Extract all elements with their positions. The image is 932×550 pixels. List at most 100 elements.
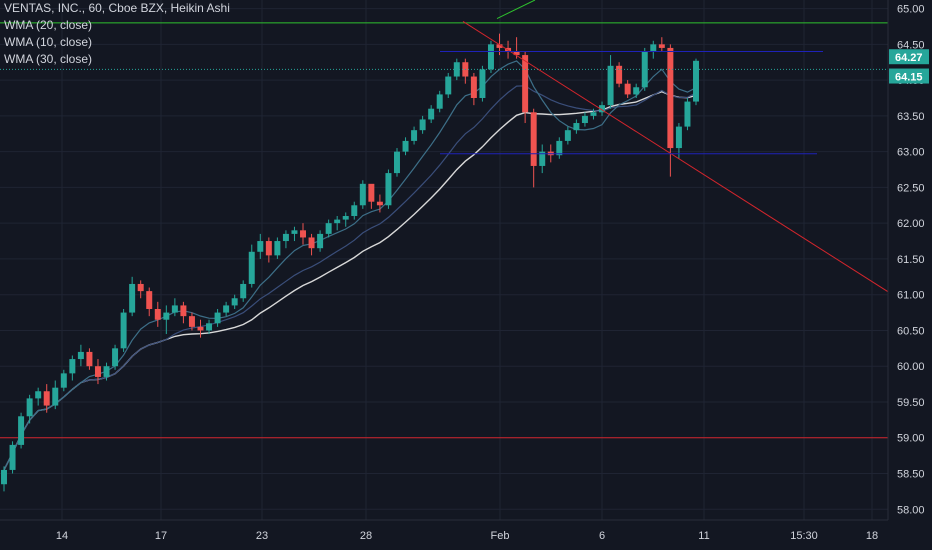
candle-body [77,351,84,360]
candle-body [368,183,375,202]
time-tick-label: 18 [866,530,878,542]
candle-body [573,123,580,131]
candle-body [1,469,7,485]
time-tick-label: 15:30 [790,530,818,542]
candle-body [658,44,665,48]
candle-body [513,51,520,56]
candle-body [171,305,178,313]
candle-body [419,119,426,131]
candle-body [163,312,170,320]
candle-body [248,251,255,284]
candle-body [137,283,144,292]
price-tag-upper-bg [889,49,929,65]
price-tags: 64.27 64.15 [889,49,929,84]
candle-body [265,241,272,256]
price-tick-label: 59.50 [897,397,925,409]
candle-body [317,233,324,249]
candle-body [188,316,195,327]
chart-legend: VENTAS, INC., 60, Cboe BZX, Heikin Ashi … [4,0,230,68]
green-arrow-line [496,0,536,20]
candle-body [129,283,136,313]
price-tag-lower: 64.15 [895,72,923,84]
wma30-label[interactable]: WMA (30, close) [4,52,93,66]
overlay-lines [0,0,932,321]
candle-body [522,55,529,113]
candle-body [693,60,699,102]
time-tick-label: 28 [360,530,372,542]
candle-body [291,230,298,234]
candle-body [530,112,537,166]
candle-body [240,283,247,299]
candle-body [206,323,213,331]
candle-body [393,151,400,174]
candle-body [9,444,16,470]
price-axis-bg [888,0,932,550]
candle-body [325,223,332,234]
symbol-title[interactable]: VENTAS, INC., 60, Cboe BZX, Heikin Ashi [4,1,230,15]
candle-body [564,130,571,141]
candle-body [334,219,341,224]
horizontal-lines [0,22,888,439]
candle-body [94,366,101,377]
candle-body [180,305,187,317]
candle-body [445,76,452,95]
candle-body [428,108,435,120]
candle-body [112,348,119,367]
candle-body [402,140,409,152]
candle-body [641,51,648,88]
price-tick-label: 61.00 [897,290,925,302]
candle-body [300,230,307,238]
candle-body [684,101,691,127]
price-tick-label: 60.00 [897,361,925,373]
time-tick-label: 6 [599,530,605,542]
candle-body [103,366,110,377]
price-tick-label: 59.00 [897,433,925,445]
time-tick-label: 14 [56,530,68,542]
price-tick-label: 62.00 [897,218,925,230]
candle-body [667,47,674,149]
price-tick-label: 58.50 [897,469,925,481]
candle-body [616,65,623,84]
time-tick-label: 11 [698,530,709,542]
candle-body [496,44,503,48]
candle-body [214,312,221,324]
candle-body [308,237,315,249]
wma10-line [3,60,697,471]
candle-body [487,44,494,70]
time-tick-label: Feb [491,530,510,542]
candle-body [624,83,631,95]
candle-body [607,65,614,106]
wma20-label[interactable]: WMA (20, close) [4,18,93,32]
price-tick-label: 65.00 [897,4,925,16]
time-tick-label: 17 [155,530,167,542]
time-axis[interactable]: 14 17 23 28 Feb 6 11 15:30 18 [0,519,888,542]
candle-body [154,308,161,320]
price-tick-label: 63.00 [897,147,925,159]
candle-body [231,298,238,306]
candle-body [479,69,486,98]
price-axis[interactable]: 65.0064.5064.0063.5063.0062.5062.0061.50… [887,0,932,550]
candle-body [223,305,230,313]
price-tick-label: 61.50 [897,254,925,266]
candle-body [282,233,289,242]
wma10-label[interactable]: WMA (10, close) [4,35,93,49]
candle-body [52,387,59,406]
candle-body [18,416,25,445]
candles [1,33,699,492]
price-tick-label: 63.50 [897,111,925,123]
candle-body [120,312,127,349]
candle-body [351,205,358,217]
candle-body [411,130,418,141]
candle-body [581,115,588,124]
candle-body [197,326,204,331]
candle-body [69,359,76,374]
candle-body [556,140,563,156]
candle-body [470,76,477,98]
candle-body [650,44,657,52]
candle-body [376,201,383,206]
price-tick-label: 64.50 [897,39,925,51]
wma20-line [3,85,697,471]
